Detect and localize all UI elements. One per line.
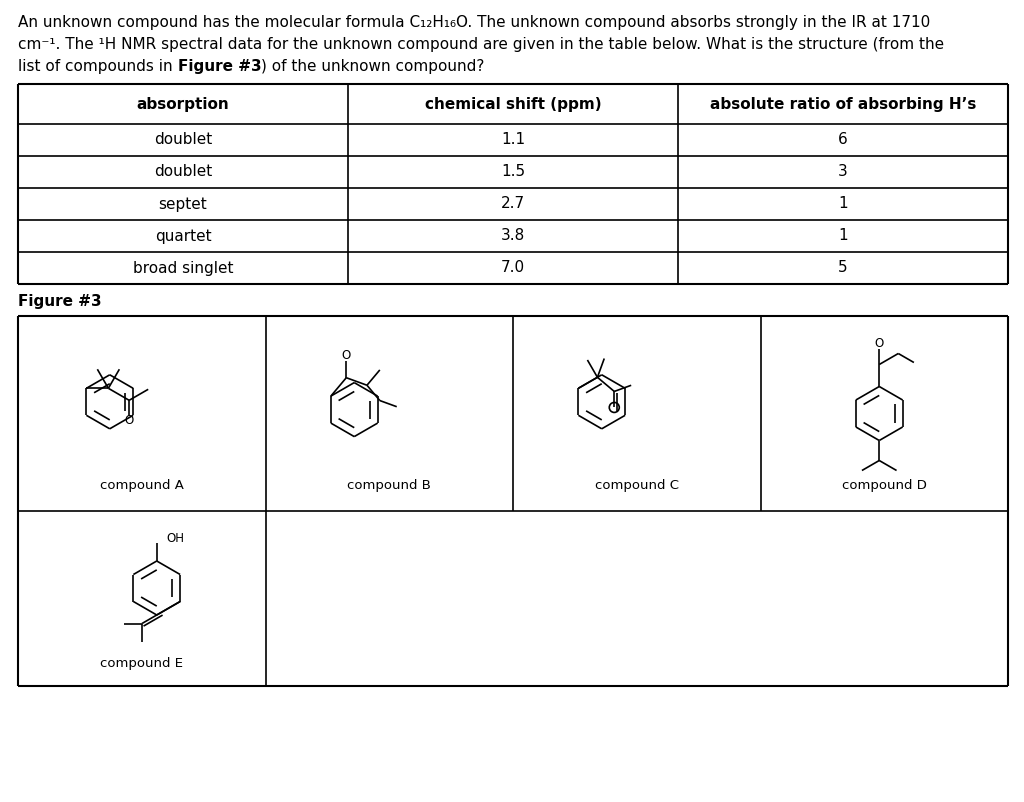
Text: Figure #3: Figure #3	[177, 59, 261, 74]
Text: 2.7: 2.7	[501, 196, 525, 212]
Text: broad singlet: broad singlet	[133, 261, 233, 276]
Text: ) of the unknown compound?: ) of the unknown compound?	[261, 59, 484, 74]
Text: 1.5: 1.5	[501, 164, 525, 180]
Text: compound C: compound C	[595, 480, 679, 492]
Text: 1: 1	[839, 196, 848, 212]
Text: chemical shift (ppm): chemical shift (ppm)	[425, 96, 601, 111]
Text: absorption: absorption	[136, 96, 229, 111]
Text: doublet: doublet	[154, 132, 212, 148]
Text: 1: 1	[839, 229, 848, 244]
Text: compound A: compound A	[99, 480, 183, 492]
Text: Figure #3: Figure #3	[18, 294, 101, 309]
Text: O: O	[125, 414, 134, 427]
Text: 3: 3	[838, 164, 848, 180]
Text: compound B: compound B	[347, 480, 431, 492]
Text: O: O	[342, 349, 351, 363]
Text: O: O	[874, 337, 884, 350]
Text: list of compounds in: list of compounds in	[18, 59, 177, 74]
Text: An unknown compound has the molecular formula C₁₂H₁₆O. The unknown compound abso: An unknown compound has the molecular fo…	[18, 15, 930, 30]
Text: 7.0: 7.0	[501, 261, 525, 276]
Text: OH: OH	[167, 533, 184, 545]
Text: septet: septet	[159, 196, 208, 212]
Text: cm⁻¹. The ¹H NMR spectral data for the unknown compound are given in the table b: cm⁻¹. The ¹H NMR spectral data for the u…	[18, 37, 944, 52]
Text: compound E: compound E	[100, 658, 183, 670]
Text: 6: 6	[838, 132, 848, 148]
Text: 1.1: 1.1	[501, 132, 525, 148]
Text: doublet: doublet	[154, 164, 212, 180]
Text: compound D: compound D	[842, 480, 927, 492]
Text: 3.8: 3.8	[501, 229, 525, 244]
Text: absolute ratio of absorbing H’s: absolute ratio of absorbing H’s	[710, 96, 976, 111]
Text: 5: 5	[839, 261, 848, 276]
Text: quartet: quartet	[155, 229, 211, 244]
